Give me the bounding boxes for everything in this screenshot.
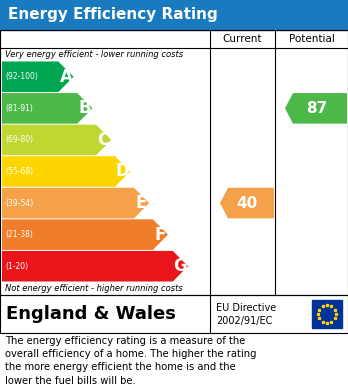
Text: (1-20): (1-20) [5,262,28,271]
Polygon shape [2,125,111,155]
Text: Potential: Potential [288,34,334,44]
Text: E: E [136,194,147,212]
Bar [0,30,348,295]
Text: 87: 87 [306,101,327,116]
Text: (69-80): (69-80) [5,135,33,144]
Text: Very energy efficient - lower running costs: Very energy efficient - lower running co… [5,50,183,59]
Bar [312,300,342,328]
Text: G: G [174,257,187,275]
Polygon shape [2,93,93,124]
Text: EU Directive: EU Directive [216,303,276,313]
Polygon shape [2,156,130,187]
Polygon shape [2,61,73,92]
Text: F: F [155,226,166,244]
Text: B: B [79,99,91,117]
Text: (92-100): (92-100) [5,72,38,81]
Text: The energy efficiency rating is a measure of the
overall efficiency of a home. T: The energy efficiency rating is a measur… [5,336,256,386]
Text: Energy Efficiency Rating: Energy Efficiency Rating [8,7,218,23]
Bar [0,0,348,30]
Polygon shape [2,219,168,250]
Text: (39-54): (39-54) [5,199,33,208]
Polygon shape [2,188,149,218]
Polygon shape [285,93,347,124]
Polygon shape [220,188,274,218]
Text: (81-91): (81-91) [5,104,33,113]
Text: 2002/91/EC: 2002/91/EC [216,316,272,326]
Text: C: C [97,131,110,149]
Text: A: A [60,68,72,86]
Text: Current: Current [223,34,262,44]
Text: D: D [116,163,129,181]
Bar [0,295,348,333]
Text: England & Wales: England & Wales [6,305,176,323]
Text: 40: 40 [236,196,257,211]
Text: (55-68): (55-68) [5,167,33,176]
Text: (21-38): (21-38) [5,230,33,239]
Polygon shape [2,251,188,282]
Text: Not energy efficient - higher running costs: Not energy efficient - higher running co… [5,284,183,293]
